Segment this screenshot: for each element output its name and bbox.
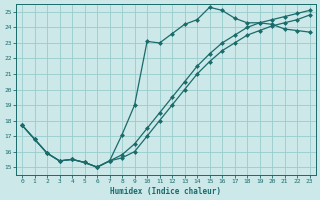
X-axis label: Humidex (Indice chaleur): Humidex (Indice chaleur) [110, 187, 221, 196]
